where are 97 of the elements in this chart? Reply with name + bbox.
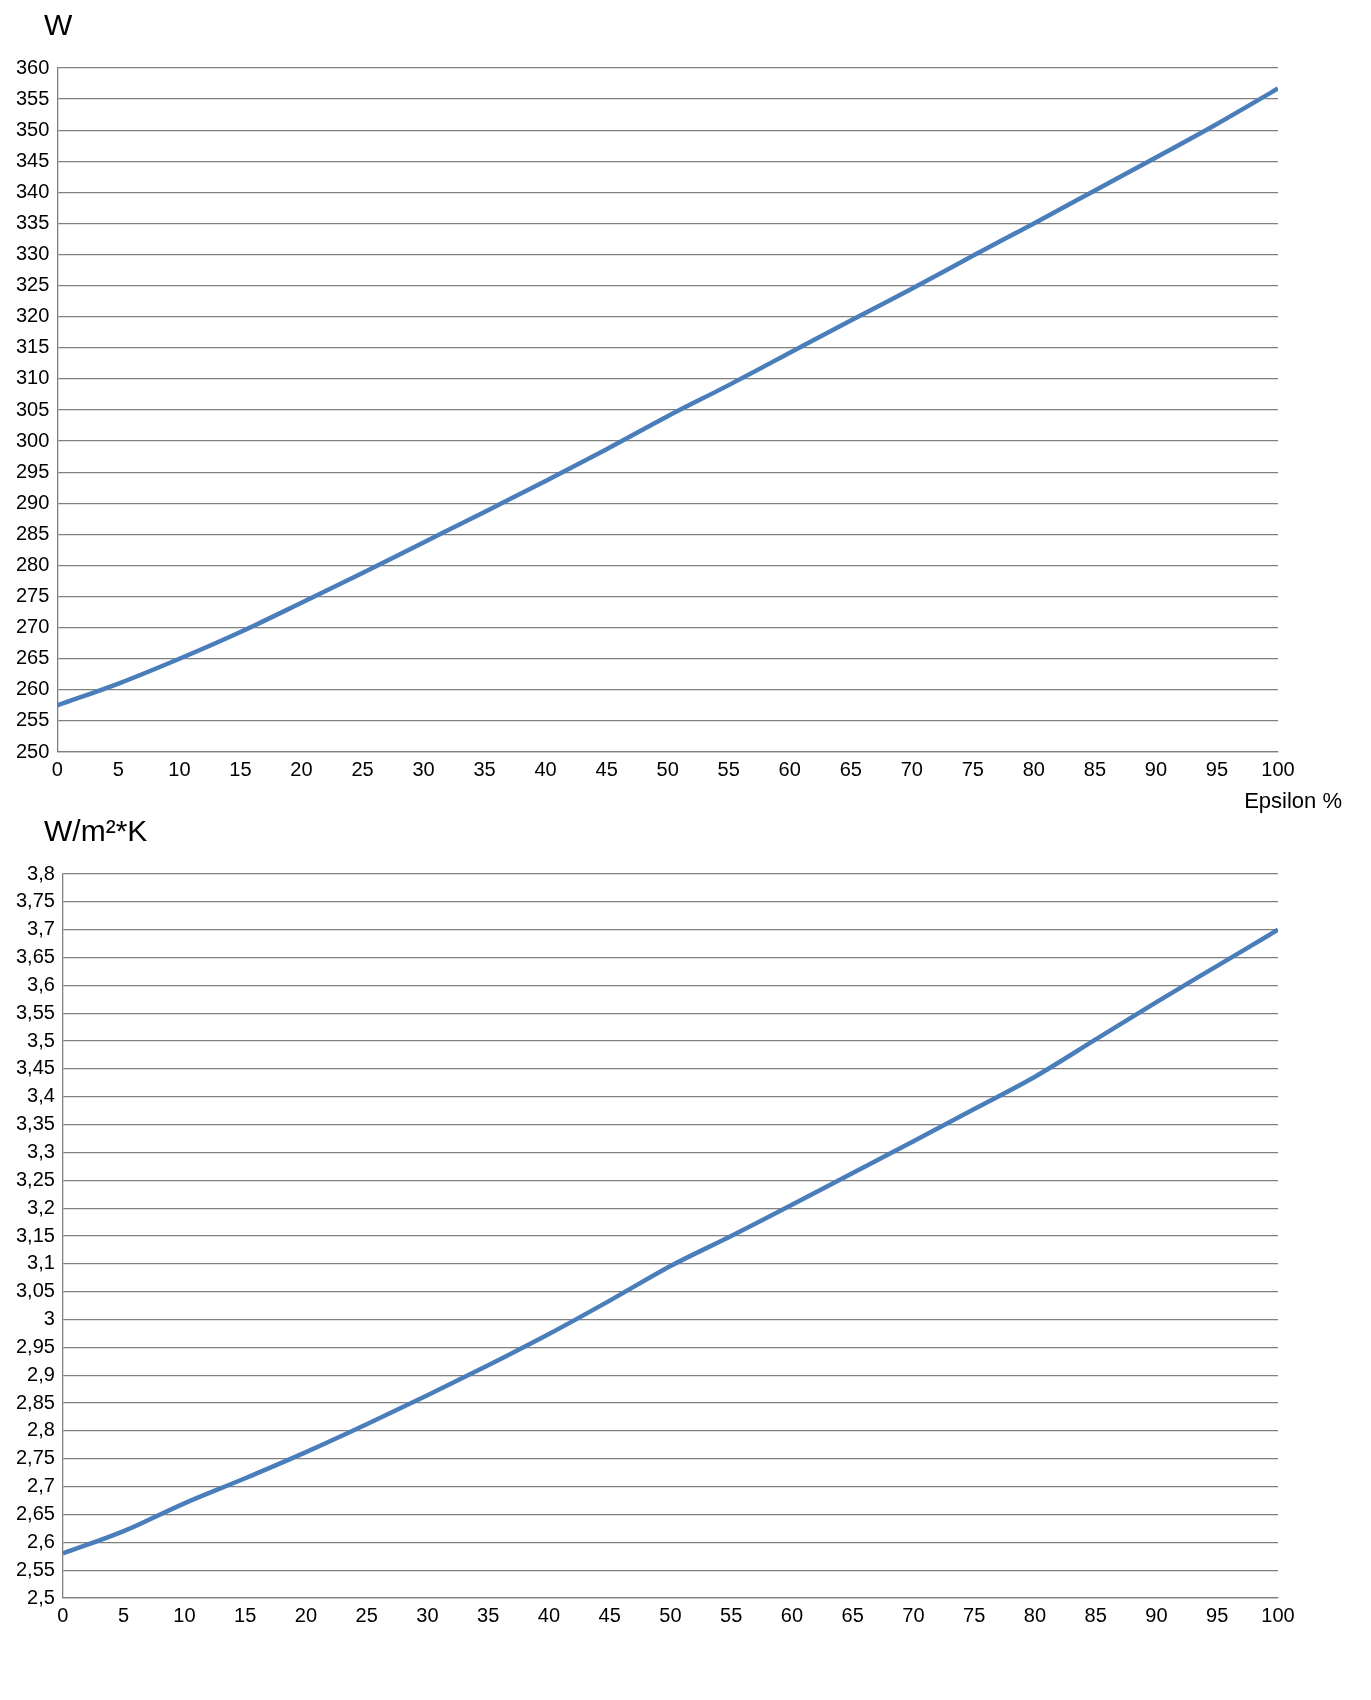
- y-tick-label: 3,45: [15, 1056, 55, 1079]
- x-tick-label: 65: [841, 1603, 864, 1626]
- x-tick-label: 35: [477, 1603, 500, 1626]
- x-tick-label: 90: [1144, 757, 1168, 780]
- y-tick-label: 260: [15, 677, 50, 700]
- x-tick-label: 95: [1206, 1603, 1229, 1626]
- x-tick-label: 20: [294, 1603, 318, 1626]
- x-tick-label: 75: [961, 757, 984, 780]
- y-tick-label: 2,5: [27, 1585, 55, 1608]
- y-tick-label: 3,7: [27, 917, 55, 940]
- y-tick-label: 3,35: [15, 1112, 55, 1135]
- y-axis-title: W/m²*K: [43, 814, 149, 849]
- x-tick-label: 25: [355, 1603, 378, 1626]
- y-tick-label: 2,85: [15, 1390, 55, 1413]
- x-tick-label: 55: [717, 757, 740, 780]
- x-tick-label: 70: [900, 757, 923, 780]
- x-tick-label: 100: [1261, 1603, 1295, 1626]
- y-tick-label: 3,65: [15, 945, 55, 968]
- y-tick-label: 3,8: [27, 861, 55, 884]
- x-tick-label: 60: [778, 757, 801, 780]
- y-tick-label: 2,65: [15, 1501, 55, 1524]
- x-tick-label: 30: [416, 1603, 439, 1626]
- y-tick-label: 310: [15, 366, 50, 389]
- x-tick-label: 40: [537, 1603, 561, 1626]
- y-tick-label: 305: [15, 397, 50, 420]
- x-tick-label: 10: [168, 757, 191, 780]
- x-axis-title: Epsilon %: [1243, 788, 1343, 814]
- y-tick-label: 345: [15, 148, 50, 171]
- y-tick-label: 290: [15, 490, 50, 513]
- x-tick-label: 15: [234, 1603, 257, 1626]
- y-tick-label: 360: [15, 55, 50, 78]
- x-tick-label: 15: [229, 757, 252, 780]
- y-tick-label: 3,6: [27, 972, 55, 995]
- y-tick-label: 325: [15, 273, 50, 296]
- line-series: [57, 86, 1278, 708]
- x-tick-label: 50: [656, 757, 679, 780]
- y-tick-label: 2,75: [15, 1446, 55, 1469]
- y-tick-label: 335: [15, 210, 50, 233]
- x-tick-label: 85: [1084, 1603, 1107, 1626]
- y-tick-label: 250: [15, 739, 50, 762]
- y-tick-label: 3,4: [27, 1084, 55, 1107]
- x-tick-label: 50: [659, 1603, 682, 1626]
- y-tick-label: 300: [15, 428, 50, 451]
- x-tick-label: 80: [1023, 1603, 1047, 1626]
- y-tick-label: 3,15: [15, 1223, 55, 1246]
- y-tick-label: 340: [15, 179, 50, 202]
- y-tick-label: 275: [15, 584, 50, 607]
- x-tick-label: 25: [351, 757, 374, 780]
- y-tick-label: 280: [15, 552, 50, 575]
- x-tick-label: 45: [598, 1603, 621, 1626]
- y-tick-label: 330: [15, 242, 50, 265]
- x-tick-label: 5: [118, 1603, 130, 1626]
- x-tick-label: 80: [1022, 757, 1045, 780]
- y-tick-label: 255: [15, 708, 50, 731]
- y-tick-label: 320: [15, 304, 50, 327]
- x-tick-label: 65: [839, 757, 862, 780]
- x-tick-label: 40: [534, 757, 557, 780]
- y-tick-label: 2,7: [27, 1474, 55, 1497]
- y-tick-label: 295: [15, 459, 50, 482]
- x-tick-label: 70: [902, 1603, 925, 1626]
- x-tick-label: 55: [720, 1603, 743, 1626]
- y-tick-label: 2,95: [15, 1334, 55, 1357]
- x-tick-label: 90: [1145, 1603, 1168, 1626]
- y-tick-label: 2,6: [27, 1529, 55, 1552]
- y-tick-label: 3,5: [27, 1028, 55, 1051]
- x-tick-label: 100: [1261, 757, 1295, 780]
- x-tick-label: 95: [1205, 757, 1229, 780]
- x-tick-label: 35: [473, 757, 496, 780]
- y-tick-label: 2,9: [27, 1362, 55, 1385]
- y-tick-label: 3,05: [15, 1279, 55, 1302]
- y-tick-label: 265: [15, 646, 50, 669]
- y-axis-title: W: [43, 8, 74, 43]
- y-tick-label: 3: [43, 1307, 55, 1330]
- y-tick-label: 3,3: [27, 1139, 55, 1162]
- x-tick-label: 0: [57, 1603, 69, 1626]
- x-tick-label: 10: [173, 1603, 196, 1626]
- x-tick-label: 20: [290, 757, 313, 780]
- line-series: [62, 927, 1278, 1556]
- x-tick-label: 0: [51, 757, 63, 780]
- x-tick-label: 45: [595, 757, 618, 780]
- y-tick-label: 3,2: [27, 1195, 55, 1218]
- y-tick-label: 3,55: [15, 1000, 55, 1023]
- y-tick-label: 2,55: [15, 1557, 55, 1580]
- x-tick-label: 5: [112, 757, 124, 780]
- y-tick-label: 3,25: [15, 1167, 55, 1190]
- x-tick-label: 60: [780, 1603, 804, 1626]
- x-tick-label: 30: [412, 757, 435, 780]
- y-tick-label: 350: [15, 117, 50, 140]
- x-tick-label: 85: [1083, 757, 1107, 780]
- y-tick-label: 270: [15, 615, 50, 638]
- y-tick-label: 355: [15, 86, 50, 109]
- x-tick-label: 75: [963, 1603, 986, 1626]
- y-tick-label: 315: [15, 335, 50, 358]
- y-tick-label: 2,8: [27, 1418, 55, 1441]
- y-tick-label: 285: [15, 521, 50, 544]
- y-tick-label: 3,1: [27, 1251, 55, 1274]
- y-tick-label: 3,75: [15, 889, 55, 912]
